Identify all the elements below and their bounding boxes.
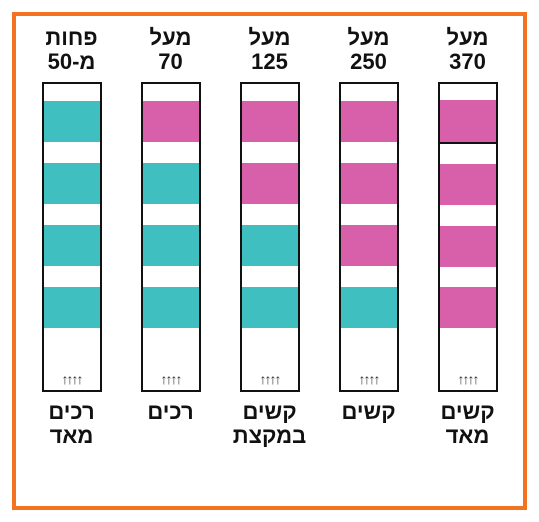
- strip-band: [341, 204, 397, 225]
- test-strip: ↑↑↑↑: [339, 82, 399, 392]
- strip-column: מעל 70 ↑↑↑↑ רכים: [125, 26, 217, 500]
- strip-band: [341, 225, 397, 266]
- dip-arrows-icon: ↑↑↑↑: [440, 372, 496, 386]
- dip-arrows-icon: ↑↑↑↑: [341, 372, 397, 386]
- bottom-label: רכים מאד: [48, 400, 94, 450]
- strip-band: [242, 84, 298, 101]
- bottom-label: קשים מאד: [440, 400, 494, 450]
- strip-band: [341, 84, 397, 101]
- strip-band: [440, 84, 496, 100]
- strip-band: [242, 163, 298, 204]
- strip-band: [242, 225, 298, 266]
- strip-band: [44, 225, 100, 266]
- strip-band: [143, 163, 199, 204]
- strip-band: [44, 163, 100, 204]
- strip-band: [44, 266, 100, 287]
- bottom-label: רכים: [147, 400, 193, 450]
- top-label: מעל 70: [150, 26, 192, 76]
- top-label: פחות מ-50: [45, 26, 97, 76]
- strip-band: [143, 287, 199, 328]
- strip-band: [440, 205, 496, 226]
- strip-column: מעל 370 ↑↑↑↑ קשים מאד: [422, 26, 514, 500]
- strip-band: [440, 287, 496, 328]
- bottom-label: קשים: [341, 400, 395, 450]
- top-label: מעל 125: [249, 26, 291, 76]
- strip-band: [440, 100, 496, 143]
- test-strip: ↑↑↑↑: [42, 82, 102, 392]
- strip-band: [242, 266, 298, 287]
- strip-band: [341, 101, 397, 142]
- strip-band: [44, 287, 100, 328]
- test-strip: ↑↑↑↑: [141, 82, 201, 392]
- test-strip: ↑↑↑↑: [438, 82, 498, 392]
- top-label: מעל 250: [348, 26, 390, 76]
- strip-band: [143, 204, 199, 225]
- strip-band: [242, 101, 298, 142]
- strip-band: [341, 287, 397, 328]
- top-label: מעל 370: [447, 26, 489, 76]
- strip-band: [242, 142, 298, 163]
- strip-band: [44, 204, 100, 225]
- strip-band: [440, 144, 496, 165]
- strip-band: [44, 142, 100, 163]
- strip-column: מעל 250 ↑↑↑↑ קשים: [323, 26, 415, 500]
- strip-band: [143, 84, 199, 101]
- strip-band: [143, 266, 199, 287]
- strip-band: [143, 142, 199, 163]
- test-strip: ↑↑↑↑: [240, 82, 300, 392]
- strip-band: [242, 204, 298, 225]
- bottom-label: קשים במקצת: [233, 400, 306, 450]
- strip-band: [143, 101, 199, 142]
- hardness-chart-frame: מעל 370 ↑↑↑↑ קשים מאד מעל 250 ↑↑↑↑ קשים מעל 12…: [12, 12, 527, 510]
- dip-arrows-icon: ↑↑↑↑: [44, 372, 100, 386]
- strip-band: [44, 84, 100, 101]
- strip-band: [440, 164, 496, 205]
- strip-column: פחות מ-50 ↑↑↑↑ רכים מאד: [26, 26, 118, 500]
- strip-band: [143, 225, 199, 266]
- strip-band: [341, 266, 397, 287]
- dip-arrows-icon: ↑↑↑↑: [242, 372, 298, 386]
- strip-band: [341, 142, 397, 163]
- strip-band: [440, 267, 496, 288]
- strip-band: [440, 226, 496, 267]
- strip-band: [242, 287, 298, 328]
- strip-band: [341, 163, 397, 204]
- strip-band: [44, 101, 100, 142]
- strip-column: מעל 125 ↑↑↑↑ קשים במקצת: [224, 26, 316, 500]
- dip-arrows-icon: ↑↑↑↑: [143, 372, 199, 386]
